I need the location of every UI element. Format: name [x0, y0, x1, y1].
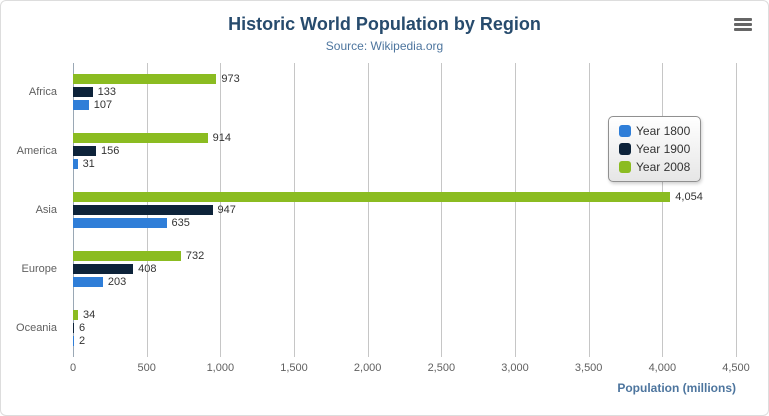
bar[interactable] — [73, 74, 217, 85]
legend-label: Year 1800 — [636, 124, 691, 138]
legend-label: Year 1900 — [636, 142, 691, 156]
bar[interactable] — [73, 191, 671, 202]
bar-value-label: 31 — [82, 158, 95, 171]
x-tick-label: 3,000 — [501, 362, 529, 374]
bar-row: 635 — [73, 216, 736, 229]
bar-row: 34 — [73, 308, 736, 321]
bar-row: 6 — [73, 321, 736, 334]
legend-swatch-icon — [619, 161, 631, 173]
bar-group: 34 6 2 — [73, 298, 736, 357]
bar[interactable] — [73, 335, 74, 346]
bar[interactable] — [73, 322, 74, 333]
gridline — [515, 63, 516, 357]
gridline — [367, 63, 369, 357]
category-label: Africa — [28, 86, 57, 99]
bar[interactable] — [73, 309, 78, 320]
chart-title: Historic World Population by Region — [228, 14, 541, 34]
bar-value-label: 4,054 — [675, 190, 703, 203]
bar[interactable] — [73, 204, 213, 215]
legend-swatch-icon — [619, 143, 631, 155]
bar-value-label: 133 — [97, 86, 116, 99]
bar[interactable] — [73, 276, 103, 287]
x-tick-label: 500 — [137, 362, 156, 374]
bar-value-label: 947 — [217, 203, 236, 216]
bar[interactable] — [73, 217, 167, 228]
legend-swatch-icon — [619, 125, 631, 137]
bar-value-label: 6 — [79, 321, 86, 334]
hamburger-line — [734, 18, 752, 21]
bar-value-label: 156 — [100, 145, 120, 158]
bar-row: 31 — [73, 158, 736, 171]
bar[interactable] — [73, 133, 208, 144]
bar-row: 408 — [73, 262, 736, 275]
bar[interactable] — [73, 146, 96, 157]
category-label: Asia — [35, 203, 57, 216]
bar[interactable] — [73, 263, 134, 274]
bar-row: 203 — [73, 275, 736, 288]
bar[interactable] — [73, 87, 93, 98]
x-axis-title: Population (millions) — [617, 381, 736, 395]
bar-row: 914 — [73, 132, 736, 145]
bar-group: 4,054 947 635 — [73, 181, 736, 240]
legend-item[interactable]: Year 2008 — [619, 160, 690, 174]
bar-value-label: 2 — [79, 334, 86, 347]
bar-row: 2 — [73, 334, 736, 347]
bar-row: 4,054 — [73, 190, 736, 203]
bar-row: 947 — [73, 203, 736, 216]
bar-group: 973 133 107 — [73, 63, 736, 122]
x-tick-label: 1,000 — [206, 362, 235, 374]
bar-value-label: 408 — [138, 262, 157, 275]
x-tick-label: 3,500 — [574, 362, 603, 374]
bar-group: 732 408 203 — [73, 239, 736, 298]
bar-row: 973 — [73, 73, 736, 86]
legend-label: Year 2008 — [636, 160, 691, 174]
x-tick-label: 1,500 — [280, 362, 308, 374]
gridline — [662, 63, 664, 357]
bar[interactable] — [73, 159, 78, 170]
hamburger-line — [734, 28, 752, 31]
category-label: America — [16, 145, 57, 158]
gridline — [294, 63, 295, 357]
plot-area: 973 133 107 914 156 31 4,054 947 635 732 408 203 34 6… — [73, 63, 737, 357]
x-tick-label: 2,500 — [427, 362, 456, 374]
bar-row: 732 — [73, 249, 736, 262]
bar-value-label: 914 — [212, 132, 232, 145]
bar-value-label: 107 — [93, 99, 113, 112]
legend-item[interactable]: Year 1900 — [619, 142, 690, 156]
bar-row: 156 — [73, 145, 736, 158]
x-tick-label: 4,500 — [722, 362, 750, 374]
gridline — [441, 63, 443, 357]
bar-value-label: 635 — [171, 216, 190, 229]
category-label: Oceania — [16, 321, 57, 334]
bar-value-label: 973 — [221, 73, 240, 86]
x-tick-label: 2,000 — [353, 362, 382, 374]
category-axis-labels: Africa America Asia Europe Oceania — [1, 63, 65, 357]
category-label: Europe — [21, 262, 57, 275]
bar-value-label: 34 — [83, 308, 96, 321]
x-tick-label: 4,000 — [648, 362, 677, 374]
chart-subtitle: Source: Wikipedia.org — [325, 39, 444, 53]
hamburger-line — [734, 23, 752, 26]
bar-group: 914 156 31 — [73, 122, 736, 181]
bar-row: 133 — [73, 86, 736, 99]
x-tick-label: 0 — [69, 362, 77, 374]
gridline — [736, 63, 737, 357]
bar[interactable] — [73, 250, 181, 261]
bar-value-label: 732 — [185, 249, 205, 262]
value-axis-labels: 0 500 1,000 1,500 2,000 2,500 3,000 3,500 4,000 4… — [69, 362, 750, 376]
legend: Year 1800 Year 1900 Year 2008 — [608, 116, 702, 182]
gridline — [220, 63, 222, 357]
bar-row: 107 — [73, 99, 736, 112]
bar-value-label: 203 — [107, 275, 127, 288]
legend-item[interactable]: Year 1800 — [619, 124, 690, 138]
gridline — [588, 63, 590, 357]
bar[interactable] — [73, 100, 89, 111]
hamburger-menu-icon[interactable] — [734, 18, 752, 31]
